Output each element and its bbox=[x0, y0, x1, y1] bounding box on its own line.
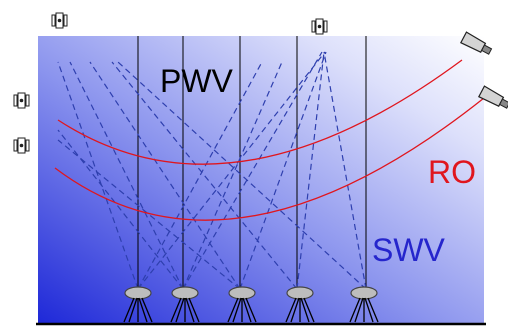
ro-label: RO bbox=[428, 154, 476, 190]
swv-label: SWV bbox=[372, 232, 446, 268]
gps-satellite-icon bbox=[13, 137, 30, 154]
leo-satellite-icon bbox=[477, 85, 508, 109]
slant-rays bbox=[57, 51, 367, 290]
zenith-lines bbox=[137, 36, 367, 289]
ro-curve-lower bbox=[54, 97, 485, 221]
ro-curve-upper bbox=[57, 59, 463, 165]
gps-satellite-icon bbox=[311, 18, 328, 35]
leo-satellite-icon bbox=[459, 31, 493, 55]
atmosphere-background bbox=[38, 36, 484, 324]
ro-curves bbox=[54, 59, 485, 221]
gps-satellite-icon bbox=[13, 92, 30, 109]
gps-satellite-icon bbox=[51, 12, 68, 29]
pwv-label: PWV bbox=[160, 63, 234, 99]
